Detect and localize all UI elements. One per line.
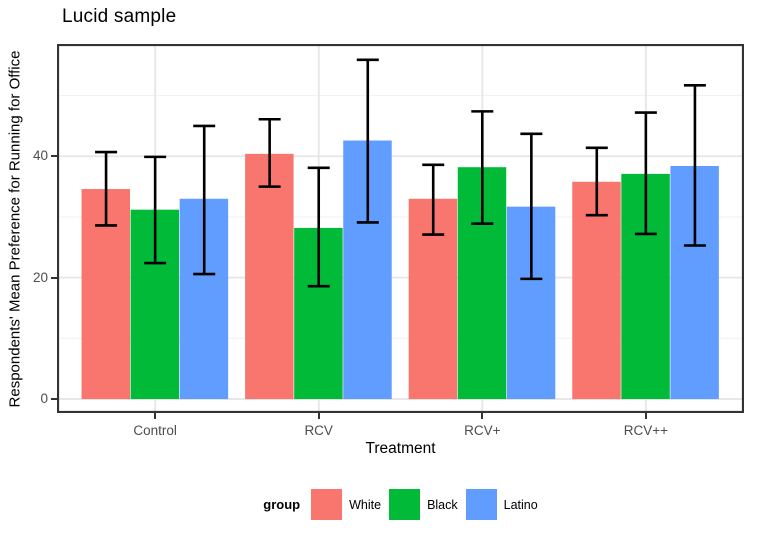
legend-items: White Black Latino <box>303 489 538 520</box>
plot-canvas <box>57 44 744 413</box>
errorbar-white-rcv <box>258 117 281 188</box>
x-tick-label-rcv: RCV <box>304 423 333 438</box>
errorbar-latino-rcvpp <box>683 83 706 247</box>
x-tick-label-rcv+: RCV+ <box>464 423 501 438</box>
y-tick-label-20: 20 <box>32 269 48 285</box>
plot-panel <box>57 44 744 413</box>
x-tick-label-rcv++: RCV++ <box>623 423 668 438</box>
errorbar-white-rcvpp <box>585 146 608 217</box>
errorbar-white-rcvp <box>422 163 445 236</box>
y-tick-mark-0 <box>51 398 57 401</box>
y-tick-mark-20 <box>51 276 57 279</box>
x-tick-label-control: Control <box>133 423 177 438</box>
x-axis-title: Treatment <box>365 440 436 457</box>
legend-label-latino: Latino <box>503 497 538 512</box>
panel-border <box>57 44 744 413</box>
legend-item-white: White <box>311 489 381 520</box>
bar-white-rcv <box>245 153 294 400</box>
errorbar-black-rcvpp <box>634 111 657 236</box>
errorbar-white-control <box>95 150 118 227</box>
errorbar-black-control <box>144 155 167 265</box>
legend-item-latino: Latino <box>465 489 538 520</box>
legend: group White Black Latino <box>57 489 744 520</box>
legend-title: group <box>263 497 301 512</box>
x-tick-mark-rcv++ <box>644 413 647 419</box>
legend-label-white: White <box>349 497 382 512</box>
x-tick-mark-rcv+ <box>481 413 484 419</box>
x-tick-mark-control <box>154 413 157 419</box>
errorbar-latino-control <box>193 124 216 276</box>
errorbar-black-rcvp <box>471 110 494 225</box>
y-tick-mark-40 <box>51 155 57 158</box>
y-axis-title: Respondents' Mean Preference for Running… <box>6 50 24 408</box>
y-tick-label-40: 40 <box>32 148 48 164</box>
y-tick-label-0: 0 <box>40 391 48 407</box>
errorbar-latino-rcvp <box>520 132 543 281</box>
errorbar-latino-rcv <box>356 58 379 224</box>
legend-swatch-latino <box>465 489 497 520</box>
legend-label-black: Black <box>427 497 458 512</box>
legend-swatch-black <box>389 489 421 520</box>
errorbar-black-rcv <box>307 166 330 288</box>
x-tick-mark-rcv <box>317 413 320 419</box>
legend-item-black: Black <box>389 489 458 520</box>
legend-swatch-white <box>311 489 343 520</box>
plot-title: Lucid sample <box>62 6 177 27</box>
bar-white-rcvpp <box>572 181 621 400</box>
